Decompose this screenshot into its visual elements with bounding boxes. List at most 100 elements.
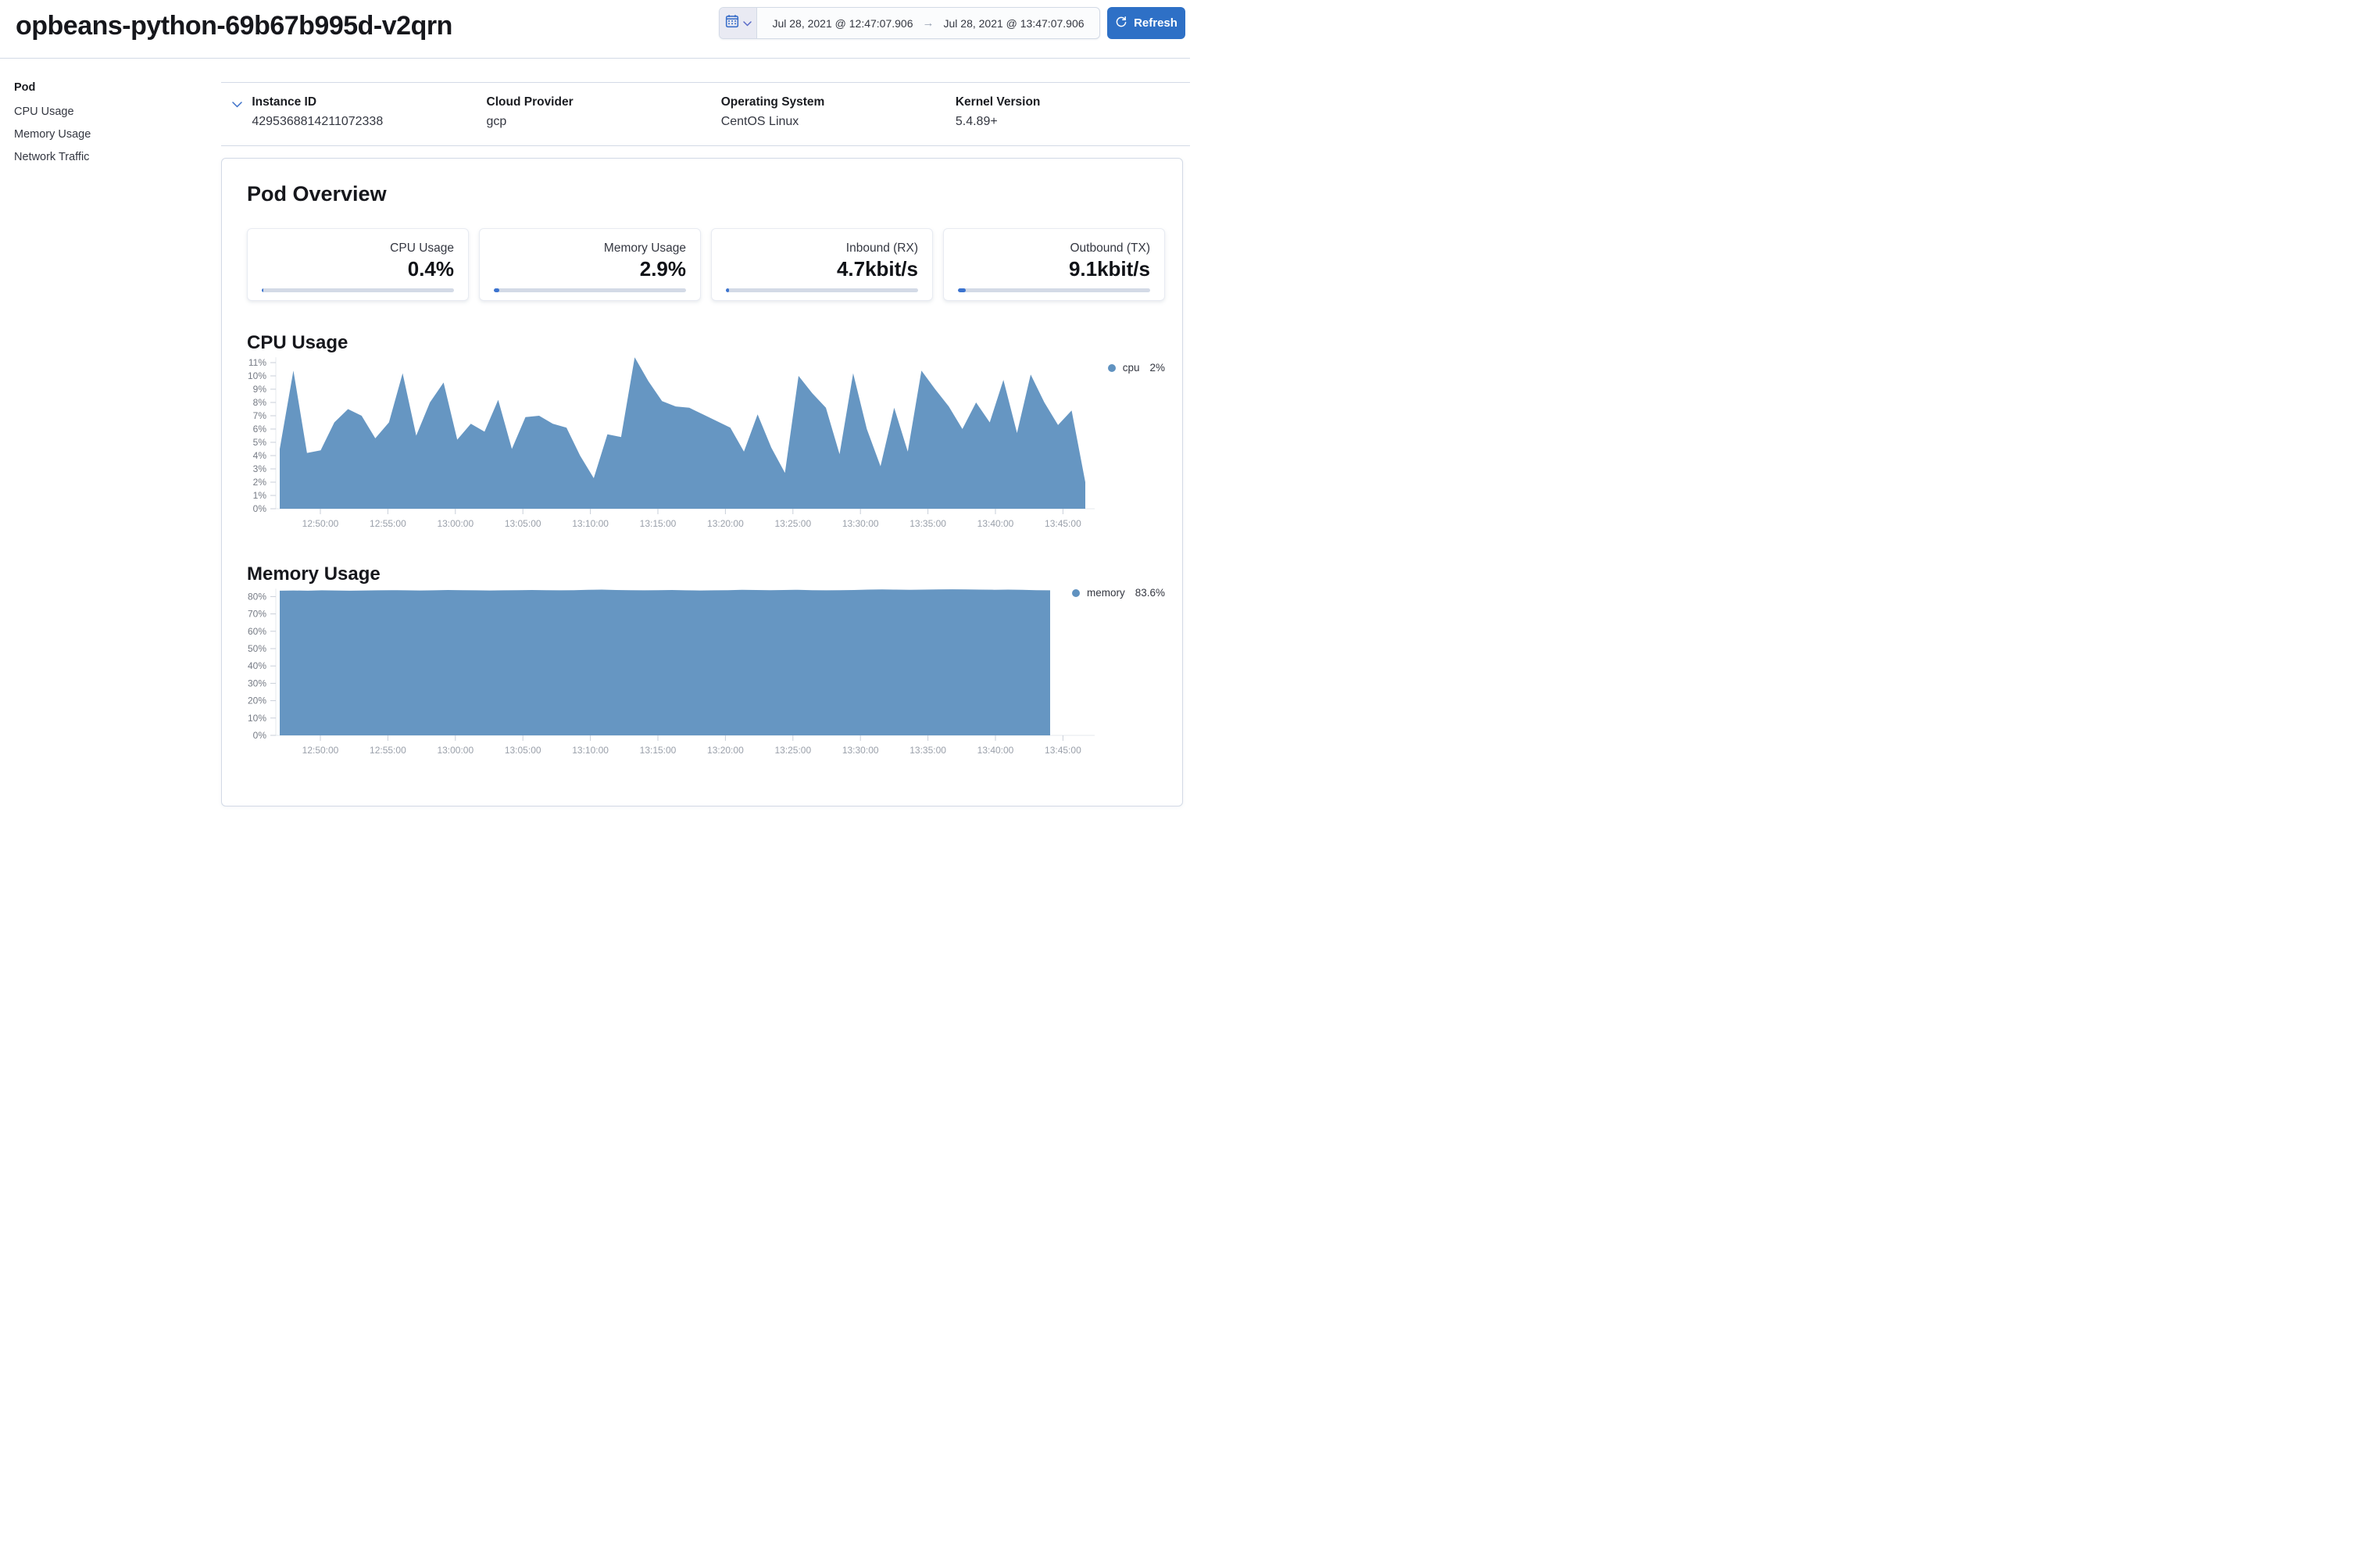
metric-progress-fill	[958, 288, 966, 292]
metric-value: 0.4%	[407, 257, 454, 281]
svg-text:80%: 80%	[248, 591, 266, 602]
metric-card-inbound: Inbound (RX) 4.7kbit/s	[711, 228, 933, 301]
metric-label: Memory Usage	[603, 241, 686, 255]
svg-text:0%: 0%	[253, 730, 267, 741]
pod-metadata-strip: Instance ID 4295368814211072338 Cloud Pr…	[221, 82, 1190, 146]
info-kernel-version: Kernel Version 5.4.89+	[956, 95, 1190, 129]
svg-text:7%: 7%	[253, 410, 267, 421]
memory-usage-chart[interactable]: 0% 10% 20% 30% 40% 50% 60% 70% 80% 12:50:00 12:55:…	[222, 585, 1184, 767]
memory-chart-title: Memory Usage	[247, 563, 381, 585]
refresh-button-label: Refresh	[1134, 16, 1177, 30]
metric-card-outbound: Outbound (TX) 9.1kbit/s	[943, 228, 1165, 301]
svg-text:13:45:00: 13:45:00	[1045, 745, 1081, 756]
info-cloud-provider: Cloud Provider gcp	[487, 95, 721, 129]
svg-text:13:30:00: 13:30:00	[842, 518, 879, 529]
svg-text:10%: 10%	[248, 713, 266, 724]
refresh-button[interactable]: Refresh	[1107, 7, 1185, 39]
svg-text:13:40:00: 13:40:00	[977, 518, 1014, 529]
sidebar-nav: Pod CPU Usage Memory Usage Network Traff…	[14, 81, 202, 174]
svg-text:70%: 70%	[248, 609, 266, 620]
svg-text:1%: 1%	[253, 490, 267, 501]
svg-text:30%: 30%	[248, 678, 266, 688]
range-arrow-icon: →	[922, 16, 934, 30]
metrics-row: CPU Usage 0.4% Memory Usage 2.9% Inbound…	[247, 228, 1165, 301]
refresh-icon	[1115, 16, 1127, 31]
info-label: Instance ID	[252, 95, 317, 109]
svg-text:0%: 0%	[253, 503, 267, 514]
svg-text:12:55:00: 12:55:00	[370, 745, 406, 756]
metric-value: 9.1kbit/s	[1068, 257, 1150, 281]
svg-text:13:15:00: 13:15:00	[640, 518, 677, 529]
cpu-chart-title: CPU Usage	[247, 332, 348, 353]
svg-text:20%: 20%	[248, 696, 266, 706]
svg-text:13:00:00: 13:00:00	[437, 745, 473, 756]
page-title: opbeans-python-69b67b995d-v2qrn	[16, 11, 452, 41]
metric-label: CPU Usage	[390, 241, 454, 255]
svg-text:13:05:00: 13:05:00	[505, 518, 541, 529]
metric-progress-fill	[726, 288, 729, 292]
metric-progress-track	[494, 288, 686, 292]
metric-progress-fill	[494, 288, 500, 292]
svg-text:6%: 6%	[253, 424, 267, 434]
svg-text:13:15:00: 13:15:00	[640, 745, 677, 756]
pod-detail-page: opbeans-python-69b67b995d-v2qrn	[0, 0, 1190, 806]
start-date-button[interactable]: Jul 28, 2021 @ 12:47:07.906	[772, 16, 913, 30]
info-value: gcp	[486, 115, 507, 128]
svg-text:13:05:00: 13:05:00	[505, 745, 541, 756]
metric-value: 2.9%	[639, 257, 686, 281]
metadata-collapse-toggle[interactable]	[232, 95, 252, 112]
svg-text:8%: 8%	[253, 397, 267, 408]
svg-text:13:10:00: 13:10:00	[572, 518, 609, 529]
legend-series-name: cpu	[1122, 362, 1140, 374]
chevron-down-icon	[742, 16, 752, 30]
cpu-usage-chart[interactable]: 0% 1% 2% 3% 4% 5% 6% 7% 8% 9% 10% 11% 12:50:00 12:55:…	[222, 354, 1184, 542]
svg-text:13:10:00: 13:10:00	[572, 745, 609, 756]
svg-text:10%: 10%	[248, 370, 266, 381]
svg-text:13:25:00: 13:25:00	[774, 518, 811, 529]
metric-label: Inbound (RX)	[845, 241, 918, 255]
svg-text:13:35:00: 13:35:00	[909, 745, 946, 756]
metric-progress-fill	[262, 288, 263, 292]
sidebar-item-memory-usage[interactable]: Memory Usage	[14, 128, 91, 141]
date-range-display: Jul 28, 2021 @ 12:47:07.906 → Jul 28, 20…	[757, 8, 1099, 38]
sidebar-item-network-traffic[interactable]: Network Traffic	[14, 151, 90, 163]
info-label: Cloud Provider	[486, 95, 574, 109]
metric-card-memory: Memory Usage 2.9%	[479, 228, 701, 301]
date-range-picker[interactable]: Jul 28, 2021 @ 12:47:07.906 → Jul 28, 20…	[719, 7, 1100, 39]
metric-value: 4.7kbit/s	[836, 257, 918, 281]
chevron-down-icon	[232, 102, 242, 108]
pod-overview-card: Pod Overview CPU Usage 0.4% Memory Usage…	[221, 158, 1183, 806]
svg-text:13:00:00: 13:00:00	[437, 518, 473, 529]
sidebar-item-cpu-usage[interactable]: CPU Usage	[14, 105, 74, 118]
svg-text:4%: 4%	[253, 450, 267, 461]
legend-series-value: 2%	[1149, 362, 1165, 374]
svg-text:9%: 9%	[253, 384, 267, 395]
svg-text:3%: 3%	[253, 463, 267, 474]
memory-chart-canvas: 0% 10% 20% 30% 40% 50% 60% 70% 80% 12:50:00 12:55:…	[248, 588, 1095, 756]
svg-text:50%: 50%	[248, 643, 266, 654]
svg-text:40%: 40%	[248, 660, 266, 671]
svg-text:12:55:00: 12:55:00	[370, 518, 406, 529]
end-date-button[interactable]: Jul 28, 2021 @ 13:47:07.906	[943, 16, 1085, 30]
svg-text:13:25:00: 13:25:00	[774, 745, 811, 756]
metric-card-cpu: CPU Usage 0.4%	[247, 228, 469, 301]
legend-series-name: memory	[1086, 587, 1125, 599]
date-quick-select-button[interactable]	[720, 8, 757, 38]
info-value: CentOS Linux	[720, 115, 799, 128]
sidebar-section-pod: Pod	[14, 81, 36, 94]
svg-text:13:40:00: 13:40:00	[977, 745, 1014, 756]
memory-chart-legend[interactable]: memory 83.6%	[1071, 587, 1165, 599]
cpu-chart-canvas: 0% 1% 2% 3% 4% 5% 6% 7% 8% 9% 10% 11% 12:50:00 12:55:…	[248, 357, 1095, 529]
metric-progress-track	[262, 288, 454, 292]
pod-overview-title: Pod Overview	[247, 182, 387, 206]
svg-text:12:50:00: 12:50:00	[302, 518, 339, 529]
info-label: Operating System	[720, 95, 825, 109]
calendar-icon	[725, 14, 739, 32]
legend-color-dot	[1071, 588, 1080, 597]
legend-series-value: 83.6%	[1135, 587, 1165, 599]
svg-text:13:35:00: 13:35:00	[909, 518, 946, 529]
svg-text:60%: 60%	[248, 626, 266, 637]
info-value: 4295368814211072338	[252, 115, 384, 128]
cpu-chart-legend[interactable]: cpu 2%	[1107, 362, 1165, 374]
svg-text:5%: 5%	[253, 437, 267, 448]
